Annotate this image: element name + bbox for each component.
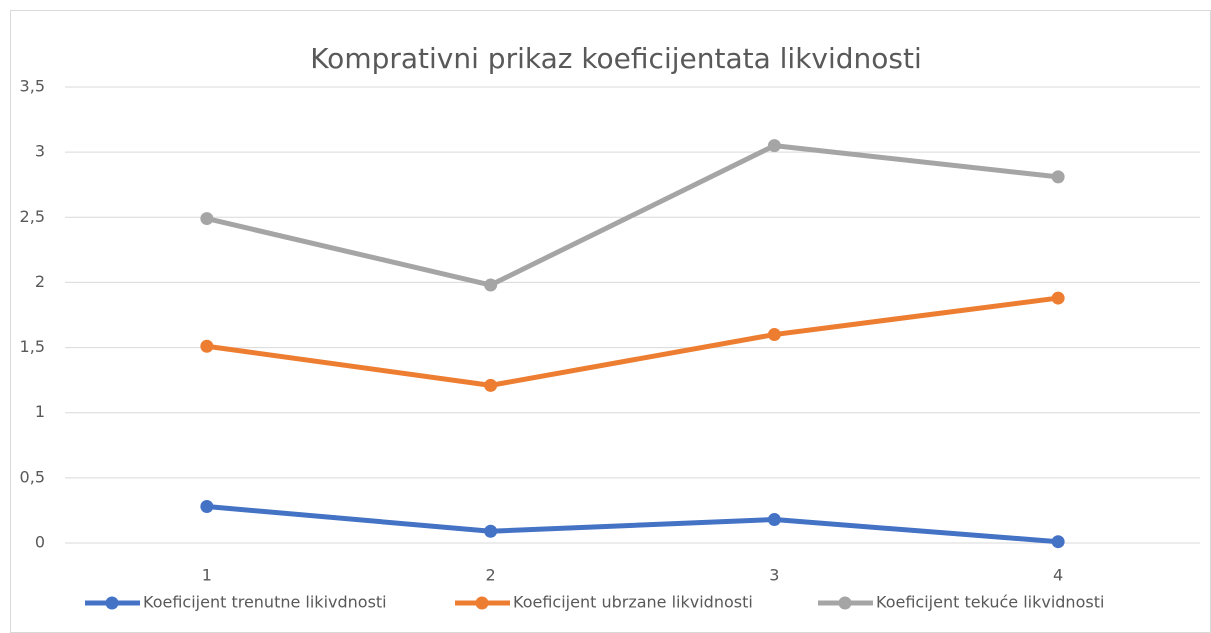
legend-label: Koeficijent ubrzane likvidnosti xyxy=(513,593,753,612)
data-point xyxy=(767,139,781,153)
y-tick-label: 0 xyxy=(35,533,45,552)
y-tick-label: 1 xyxy=(35,402,45,421)
series-line xyxy=(204,143,1061,288)
x-tick-label: 2 xyxy=(486,566,496,585)
chart-title: Komprativni prikaz koeficijentata likvid… xyxy=(310,42,922,75)
series-line xyxy=(204,504,1061,545)
data-point xyxy=(1051,535,1065,549)
data-point xyxy=(1051,170,1065,184)
legend-label: Koeficijent tekuće likvidnosti xyxy=(876,593,1104,612)
x-tick-label: 1 xyxy=(202,566,212,585)
legend-marker xyxy=(475,596,489,610)
legend-marker xyxy=(838,596,852,610)
x-tick-label: 4 xyxy=(1053,566,1063,585)
series-line xyxy=(204,295,1061,388)
y-tick-label: 1,5 xyxy=(20,337,45,356)
x-tick-label: 3 xyxy=(769,566,779,585)
chart-border xyxy=(10,10,1211,633)
y-tick-label: 2,5 xyxy=(20,207,45,226)
y-tick-label: 2 xyxy=(35,272,45,291)
data-point xyxy=(200,500,214,514)
data-point xyxy=(200,339,214,353)
data-point xyxy=(767,328,781,342)
y-tick-label: 3,5 xyxy=(20,77,45,96)
data-point xyxy=(1051,291,1065,305)
y-tick-label: 3 xyxy=(35,142,45,161)
data-point xyxy=(767,513,781,527)
data-point xyxy=(484,378,498,392)
legend-label: Koeficijent trenutne likivdnosti xyxy=(143,593,387,612)
legend-marker xyxy=(105,596,119,610)
data-point xyxy=(200,212,214,226)
y-tick-label: 0,5 xyxy=(20,467,45,486)
data-point xyxy=(484,278,498,292)
data-point xyxy=(484,524,498,538)
